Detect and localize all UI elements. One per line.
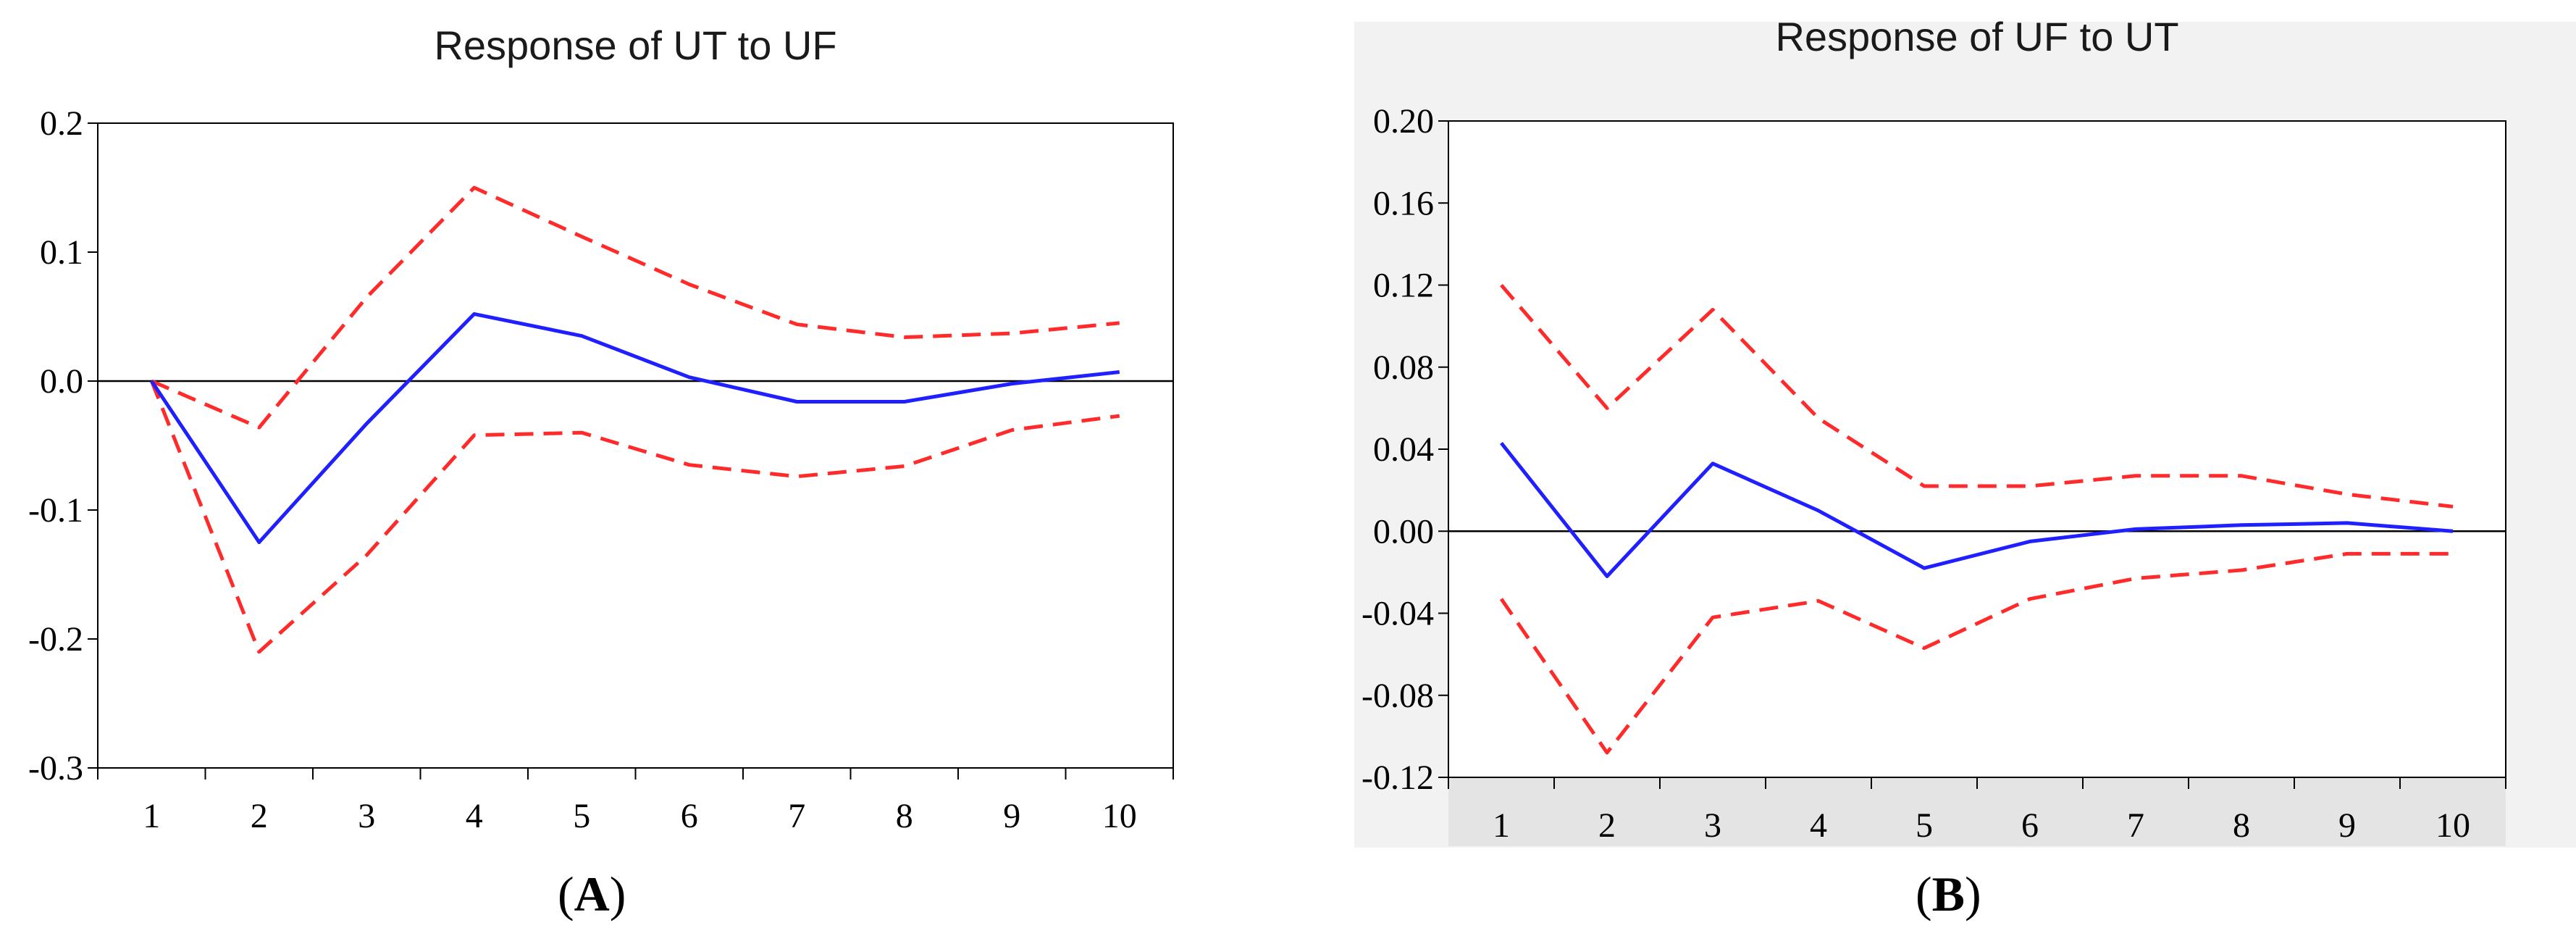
- chart-a-title: Response of UT to UF: [434, 22, 836, 68]
- panel-label-a-open: (: [558, 866, 574, 922]
- chart-panel-a: Response of UT to UF 0.2 0.1 0.0 -0.1 -0.2 -0.…: [0, 0, 1231, 936]
- chart-a-x-tick-label: 1: [143, 797, 160, 835]
- chart-a-x-tick-label: 9: [1003, 797, 1020, 835]
- chart-b-y-tick-label: 0.08: [1373, 348, 1434, 387]
- chart-b-y-tick-label: 0.12: [1373, 267, 1434, 305]
- chart-b-x-tick-label: 8: [2233, 806, 2250, 845]
- panel-label-b-close: ): [1965, 866, 1981, 922]
- chart-a-x-tick-label: 2: [251, 797, 268, 835]
- chart-b-title: Response of UF to UT: [1775, 14, 2178, 59]
- chart-b-series-lower-band: [1499, 551, 2453, 755]
- panel-label-a-close: ): [609, 866, 626, 922]
- chart-b-svg: Response of UF to UT 0.20 0.16 0.12 0.08 0.04…: [1362, 14, 2506, 846]
- chart-b-x-tick-label: 2: [1598, 806, 1616, 845]
- chart-b-y-tick-label: -0.12: [1362, 759, 1434, 797]
- chart-b-y-tick-label: 0.04: [1373, 430, 1434, 469]
- chart-b-y-tick-label: 0.20: [1373, 102, 1434, 141]
- chart-b-plot-frame: [1448, 120, 2506, 778]
- chart-a-y-tick-label: 0.1: [40, 233, 83, 272]
- chart-a-plot-frame: [97, 122, 1174, 769]
- chart-b-x-tick-label: 9: [2338, 806, 2356, 845]
- chart-a-y-tick-label: -0.2: [28, 620, 83, 659]
- chart-b-x-tick-label: 5: [1916, 806, 1933, 845]
- chart-b-y-tick-label: -0.04: [1362, 595, 1434, 633]
- chart-a-series-lower-band: [149, 380, 1120, 654]
- chart-b-x-tick-label: 3: [1704, 806, 1721, 845]
- chart-b-series-response: [1500, 441, 2454, 578]
- chart-b-y-tick-label: 0.00: [1373, 512, 1434, 551]
- chart-a-y-tick-label: 0.2: [40, 104, 83, 143]
- panel-label-a: (A): [558, 866, 626, 923]
- panel-label-b-open: (: [1916, 866, 1932, 922]
- chart-b-x-tick-label: 1: [1493, 806, 1510, 845]
- chart-a-x-tick-label: 6: [681, 797, 698, 835]
- chart-b-x-tick-label: 4: [1810, 806, 1827, 845]
- chart-a-x-tick-label: 8: [896, 797, 913, 835]
- chart-a-series-response: [150, 312, 1120, 544]
- chart-a-x-tick-label: 3: [358, 797, 375, 835]
- chart-a-x-tick-label: 7: [788, 797, 805, 835]
- chart-b-x-tick-label: 10: [2436, 806, 2470, 845]
- panel-label-b: (B): [1916, 866, 1981, 923]
- chart-a-y-tick-label: -0.1: [28, 491, 83, 530]
- chart-a-x-tick-label: 5: [573, 797, 590, 835]
- panel-label-a-letter: A: [574, 866, 610, 922]
- chart-a-series-upper-band: [151, 185, 1120, 430]
- chart-a-svg: Response of UT to UF 0.2 0.1 0.0 -0.1 -0.2 -0.…: [28, 22, 1174, 835]
- chart-b-x-tick-label: 7: [2127, 806, 2144, 845]
- chart-b-y-tick-label: -0.08: [1362, 677, 1434, 715]
- chart-panel-b: Response of UF to UT 0.20 0.16 0.12 0.08 0.04…: [1340, 0, 2576, 936]
- chart-b-y-tick-label: 0.16: [1373, 184, 1434, 222]
- chart-a-x-tick-label: 10: [1102, 797, 1137, 835]
- panel-label-b-letter: B: [1931, 866, 1965, 922]
- chart-b-x-tick-label: 6: [2021, 806, 2039, 845]
- chart-a-y-tick-label: 0.0: [40, 362, 83, 401]
- chart-a-x-tick-label: 4: [466, 797, 483, 835]
- chart-a-y-tick-label: -0.3: [28, 749, 83, 787]
- chart-b-series-upper-band: [1500, 283, 2454, 509]
